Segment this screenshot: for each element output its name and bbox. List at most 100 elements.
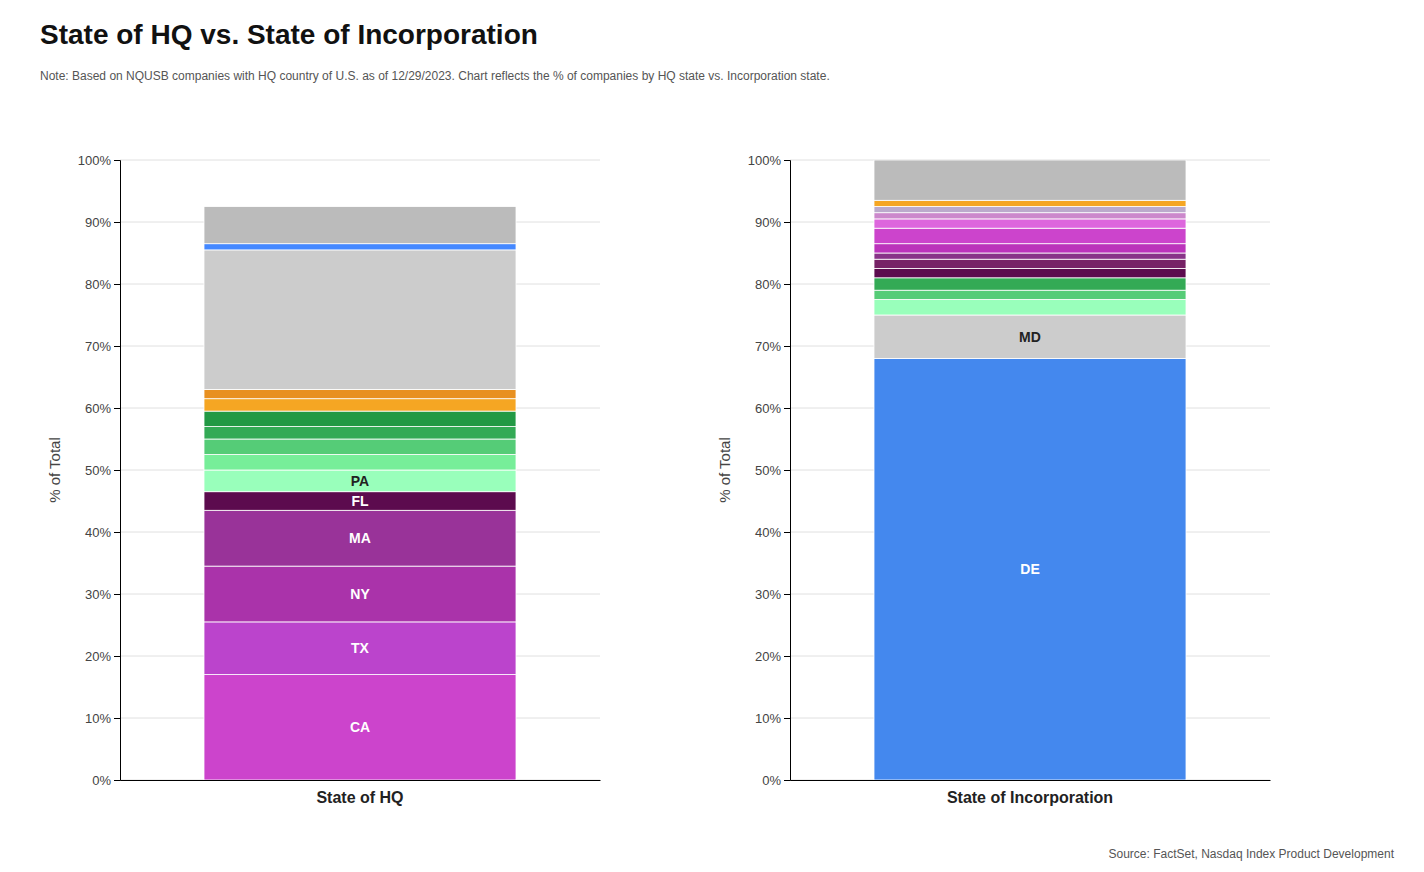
- segment-labels: DE MD: [1019, 329, 1041, 578]
- tick-mark: [784, 346, 790, 347]
- tick-label: State of HQ: [316, 789, 403, 806]
- bar-segment: [204, 411, 516, 427]
- tick-label: 60%: [85, 401, 111, 416]
- bar-segment: [874, 160, 1186, 200]
- axis-title: % of Total: [716, 437, 733, 503]
- tick-label: 40%: [85, 525, 111, 540]
- tick-label: 60%: [755, 401, 781, 416]
- tick: 10%: [85, 711, 120, 726]
- tick-label: 80%: [755, 277, 781, 292]
- tick-mark: [114, 346, 120, 347]
- tick-mark: [784, 532, 790, 533]
- tick: 60%: [755, 401, 790, 416]
- axis-line: [791, 780, 1271, 781]
- tick-mark: [784, 222, 790, 223]
- tick-label: 80%: [85, 277, 111, 292]
- tick-mark: [784, 470, 790, 471]
- bar-segment: [874, 278, 1186, 290]
- y-axis: 0%10%20%30%40%50%60%70%80%90%100%: [748, 153, 791, 788]
- tick-mark: [114, 594, 120, 595]
- tick-label: 30%: [85, 587, 111, 602]
- segment-label: NY: [350, 586, 370, 602]
- tick-mark: [114, 222, 120, 223]
- tick-label: 50%: [85, 463, 111, 478]
- bar-segment: [204, 455, 516, 471]
- chart-root: State of HQ vs. State of Incorporation No…: [0, 0, 1424, 872]
- tick: 20%: [85, 649, 120, 664]
- tick: 50%: [85, 463, 120, 478]
- bar-segment: [204, 470, 516, 492]
- bar-segment: [874, 315, 1186, 358]
- tick-label: 30%: [755, 587, 781, 602]
- tick: State of Incorporation: [947, 789, 1113, 806]
- bar-segment: [204, 566, 516, 622]
- bar-segment: [204, 427, 516, 439]
- bar-segment: [204, 389, 516, 398]
- tick: 70%: [755, 339, 790, 354]
- grid: [120, 160, 600, 780]
- tick: 0%: [92, 773, 120, 788]
- tick-mark: [784, 408, 790, 409]
- axis-title: % of Total: [46, 437, 63, 503]
- subtitle: Note: Based on NQUSB companies with HQ c…: [40, 69, 830, 83]
- bar-segment: [874, 290, 1186, 299]
- annotation: Source: FactSet, Nasdaq Index Product De…: [1109, 847, 1395, 861]
- bar-segment: [204, 622, 516, 675]
- tick: 40%: [85, 525, 120, 540]
- tick-label: 20%: [755, 649, 781, 664]
- bar-segment: [204, 244, 516, 250]
- tick-mark: [114, 470, 120, 471]
- bar-segment: [204, 492, 516, 511]
- segment-label: MA: [349, 530, 371, 546]
- bar-segment: [874, 228, 1186, 244]
- tick-label: 10%: [85, 711, 111, 726]
- bar-segment: [874, 259, 1186, 268]
- tick-label: State of Incorporation: [947, 789, 1113, 806]
- bars: [874, 160, 1186, 780]
- bar-segment: [874, 213, 1186, 219]
- segment-label: MD: [1019, 329, 1041, 345]
- tick-label: 70%: [755, 339, 781, 354]
- tick: 80%: [755, 277, 790, 292]
- title: State of HQ vs. State of Incorporation: [40, 19, 538, 50]
- tick: 30%: [85, 587, 120, 602]
- tick-mark: [114, 160, 120, 161]
- tick-label: 0%: [92, 773, 111, 788]
- tick: 80%: [85, 277, 120, 292]
- tick-mark: [114, 718, 120, 719]
- tick-mark: [784, 656, 790, 657]
- axis-line: [114, 161, 121, 781]
- tick: 90%: [85, 215, 120, 230]
- y-axis: 0% 10% 20% 30% 40% 50% 60% 70% 80% 90% 100%: [78, 153, 121, 788]
- tick-label: 50%: [755, 463, 781, 478]
- tick-mark: [114, 284, 120, 285]
- tick: 50%: [755, 463, 790, 478]
- segment-label: PA: [351, 473, 369, 489]
- tick-mark: [114, 408, 120, 409]
- bar-segment: [874, 244, 1186, 253]
- tick-mark: [784, 284, 790, 285]
- bar-segment: [204, 250, 516, 390]
- segment-label: DE: [1020, 561, 1039, 577]
- tick-mark: [114, 780, 120, 781]
- panel: CATXNYMAFLPA0%10%20%30%40%50%60%70%80%90…: [46, 153, 601, 807]
- tick-label: 90%: [85, 215, 111, 230]
- tick-mark: [114, 656, 120, 657]
- tick: 30%: [755, 587, 790, 602]
- bar-segment: [204, 439, 516, 455]
- bar-segment: [874, 207, 1186, 213]
- tick: 0%: [762, 773, 790, 788]
- tick-label: 10%: [755, 711, 781, 726]
- segment-labels: CATXNYMAFLPA: [349, 473, 371, 735]
- grid-line: [120, 160, 600, 161]
- bar-segment: [874, 219, 1186, 228]
- tick-label: 40%: [755, 525, 781, 540]
- segment-label: CA: [350, 719, 370, 735]
- axis-line: [121, 780, 601, 781]
- tick-label: 100%: [78, 153, 112, 168]
- bar-segment: [204, 675, 516, 780]
- tick-label: 70%: [85, 339, 111, 354]
- segment-label: TX: [351, 640, 370, 656]
- tick-label: 0%: [762, 773, 781, 788]
- bar-segment: [874, 300, 1186, 316]
